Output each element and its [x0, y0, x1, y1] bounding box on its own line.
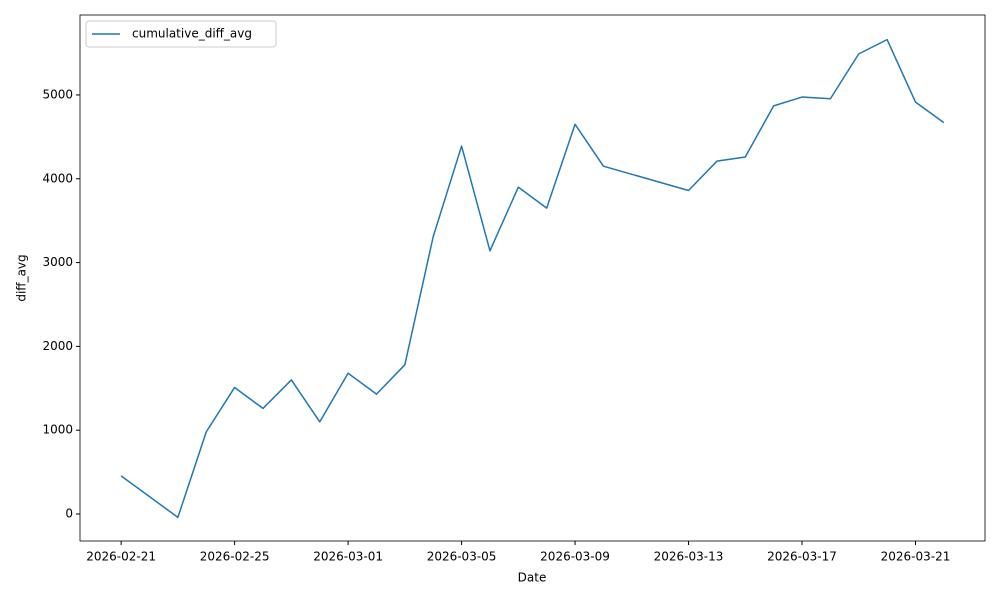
- y-tick-label: 5000: [42, 87, 73, 101]
- y-tick-label: 1000: [42, 423, 73, 437]
- x-tick-label: 2026-03-09: [540, 550, 610, 564]
- x-tick-label: 2026-03-01: [313, 550, 383, 564]
- y-tick-label: 2000: [42, 339, 73, 353]
- line-series: [120, 38, 945, 519]
- legend-label: cumulative_diff_avg: [132, 27, 252, 41]
- x-tick-label: 2026-03-17: [767, 550, 837, 564]
- y-tick-label: 3000: [42, 255, 73, 269]
- legend-box: [85, 20, 277, 48]
- y-axis-label: diff_avg: [15, 254, 29, 301]
- y-tick-label: 4000: [42, 171, 73, 185]
- x-tick-label: 2026-03-13: [654, 550, 724, 564]
- x-tick-label: 2026-03-05: [427, 550, 497, 564]
- plot-frame: [79, 14, 986, 542]
- x-tick-label: 2026-02-21: [86, 550, 156, 564]
- x-tick-label: 2026-02-25: [200, 550, 270, 564]
- y-tick-label: 0: [65, 507, 73, 521]
- x-tick-label: 2026-03-21: [881, 550, 951, 564]
- x-axis-label: Date: [518, 571, 547, 585]
